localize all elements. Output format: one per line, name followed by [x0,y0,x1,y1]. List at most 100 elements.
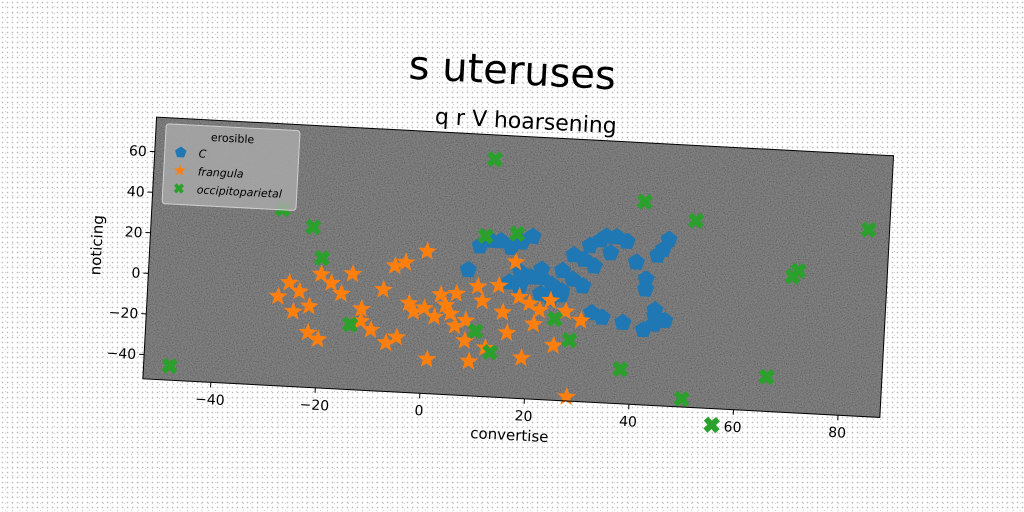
data-point [636,193,654,211]
y-tick-label: 60 [128,143,147,160]
data-point [455,330,475,350]
data-point [511,347,532,367]
data-point [351,311,371,330]
data-point [290,281,310,300]
y-tick-label: −40 [106,346,136,364]
data-point [561,331,578,349]
data-point [481,343,499,361]
data-point [321,272,341,292]
data-point [459,260,477,278]
data-point [445,315,465,335]
x-axis-label: convertise [470,424,549,446]
legend-label: C [198,147,207,160]
data-point [298,322,318,341]
data-point [417,349,437,368]
data-point [687,212,705,230]
data-point [645,315,663,332]
data-point [352,298,372,318]
y-tick-label: 20 [124,224,143,241]
data-point [564,270,582,287]
data-point [283,301,303,320]
data-point [341,316,359,333]
x-tick-label: 0 [414,403,424,419]
legend-marker [174,164,186,176]
data-point [425,306,445,326]
data-point [473,290,493,310]
series-2 [161,150,878,434]
data-point [415,298,434,317]
series-0 [459,227,678,338]
data-point [524,227,542,245]
data-point [308,329,328,348]
data-point [417,241,437,260]
data-point [614,313,632,331]
data-point [268,286,288,305]
data-point [436,295,456,314]
legend-marker [173,183,185,194]
y-axis-label: noticing [86,215,107,276]
x-tick-label: 20 [514,408,533,425]
data-point [304,218,322,236]
x-ticks: −40 −20 0 20 40 60 80 [195,382,847,442]
x-tick-label: 40 [619,414,638,431]
data-point [541,290,561,309]
data-point [583,303,601,321]
data-point [509,286,529,306]
data-point [440,303,460,322]
data-point [618,232,636,250]
data-point [554,261,572,279]
data-point [546,310,564,328]
points-layer [161,150,878,434]
data-point [703,416,721,434]
data-point [602,243,620,261]
legend-label: frangula [197,165,244,180]
legend-label: occipitoparietal [196,183,282,200]
data-point [571,310,591,329]
legend-box [161,123,301,211]
y-ticks: −40 −20 0 20 40 60 [106,143,155,364]
data-point [544,335,564,354]
x-tick-label: 60 [723,419,742,436]
data-point [361,319,381,339]
data-point [396,252,416,271]
data-point [627,253,646,270]
data-point [611,360,629,378]
data-point [520,293,540,312]
data-point [477,227,495,245]
data-point [660,230,678,248]
y-tick-label: 0 [131,265,141,281]
axes-frame [142,116,895,418]
x-tick-label: −40 [195,392,225,410]
data-point [299,296,319,315]
data-point [399,293,419,312]
x-tick-label: 80 [828,425,847,442]
data-point [343,263,363,283]
data-point [467,322,484,340]
data-point [489,275,509,295]
data-point [431,284,451,304]
data-point [506,252,526,271]
data-point [447,283,467,302]
data-point [376,332,396,352]
data-point [331,283,351,302]
data-point [280,272,300,292]
data-point [374,279,393,299]
data-point [530,300,550,319]
data-point [637,270,655,287]
data-point [468,276,488,295]
data-point [311,264,331,283]
data-point [161,357,179,375]
data-point [860,221,878,239]
data-point [511,277,529,295]
data-point [637,280,655,297]
legend-title: erosible [211,131,255,146]
data-point [509,225,526,243]
data-point [459,351,479,370]
data-point [758,368,775,386]
data-point [524,314,544,333]
data-point [385,255,405,275]
x-tick-label: −20 [299,397,329,415]
data-point [313,249,331,267]
